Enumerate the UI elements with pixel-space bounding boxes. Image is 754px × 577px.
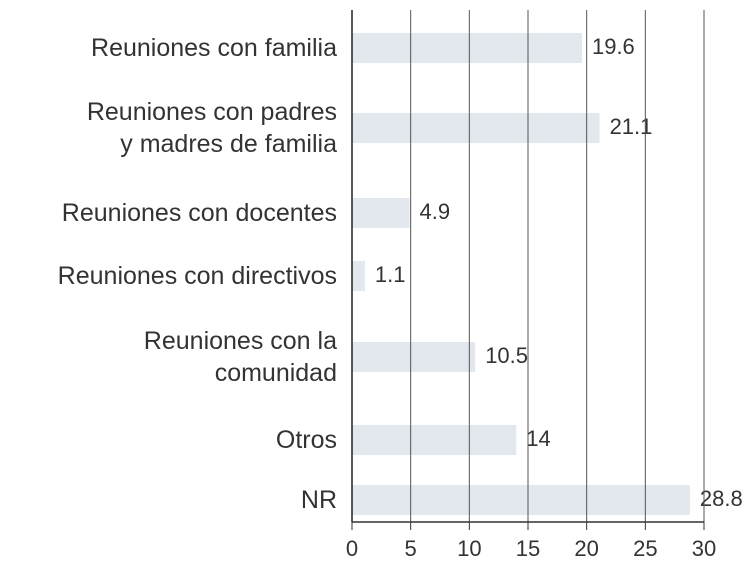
x-tick-label: 5 [405,536,417,561]
bar [352,261,365,291]
data-label: 10.5 [485,343,528,368]
category-label: Reuniones con la comunidad [143,327,337,387]
x-tick-label: 10 [457,536,481,561]
bar [352,198,410,228]
data-label: 21.1 [610,114,653,139]
data-label: 4.9 [419,199,450,224]
x-tick-label: 0 [346,536,358,561]
category-label: Reuniones con directivos [57,262,337,290]
bar [352,342,476,372]
bar [352,425,517,455]
bar [352,485,690,515]
category-label: Reuniones con docentes [61,199,337,227]
data-label: 14 [526,426,550,451]
category-label: Reuniones con padres y madres de familia [86,98,337,158]
bar [352,113,600,143]
category-label: Otros [275,426,337,454]
data-label: 19.6 [592,34,635,59]
data-label: 28.8 [700,486,743,511]
x-tick-label: 30 [692,536,716,561]
category-label: NR [300,486,337,514]
category-label: Reuniones con familia [91,34,337,62]
x-tick-label: 20 [574,536,598,561]
x-tick-label: 25 [633,536,657,561]
x-tick-label: 15 [516,536,540,561]
data-label: 1.1 [375,262,406,287]
bar [352,33,582,63]
